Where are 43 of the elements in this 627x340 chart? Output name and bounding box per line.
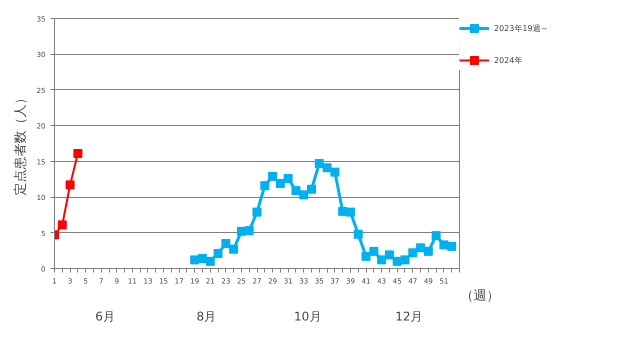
point	[377, 255, 386, 264]
legend-label: 2023年19週～	[494, 22, 549, 34]
y-axis-title: 定点患者数（人）	[14, 92, 29, 196]
point	[338, 206, 348, 216]
point	[268, 172, 278, 181]
point	[314, 159, 324, 168]
point	[284, 174, 293, 183]
point	[354, 230, 363, 239]
point	[369, 246, 378, 256]
point	[58, 220, 67, 230]
point	[416, 243, 426, 252]
point	[252, 208, 262, 217]
point	[408, 248, 418, 258]
text: 12月	[395, 310, 423, 324]
text: 6月	[95, 310, 115, 324]
x-axis-title: （週）	[460, 288, 500, 304]
point	[299, 190, 308, 200]
text: 10月	[294, 310, 322, 324]
point	[229, 244, 238, 254]
point	[276, 179, 285, 188]
point	[322, 163, 332, 172]
point	[206, 256, 215, 266]
point	[73, 149, 82, 158]
legend-label: 2024年	[494, 54, 522, 66]
point	[214, 249, 223, 258]
point	[307, 184, 316, 194]
point	[291, 186, 300, 196]
point	[244, 226, 254, 236]
point	[384, 250, 394, 260]
point	[362, 252, 371, 261]
point	[66, 180, 75, 190]
point	[198, 254, 207, 263]
point	[400, 255, 410, 264]
point	[392, 256, 402, 266]
point	[447, 242, 456, 251]
text: 8月	[196, 310, 216, 324]
point	[260, 181, 270, 190]
point	[432, 231, 441, 240]
point	[221, 239, 230, 248]
point	[190, 255, 200, 264]
point	[424, 246, 433, 256]
point	[330, 168, 340, 177]
point	[346, 208, 355, 217]
